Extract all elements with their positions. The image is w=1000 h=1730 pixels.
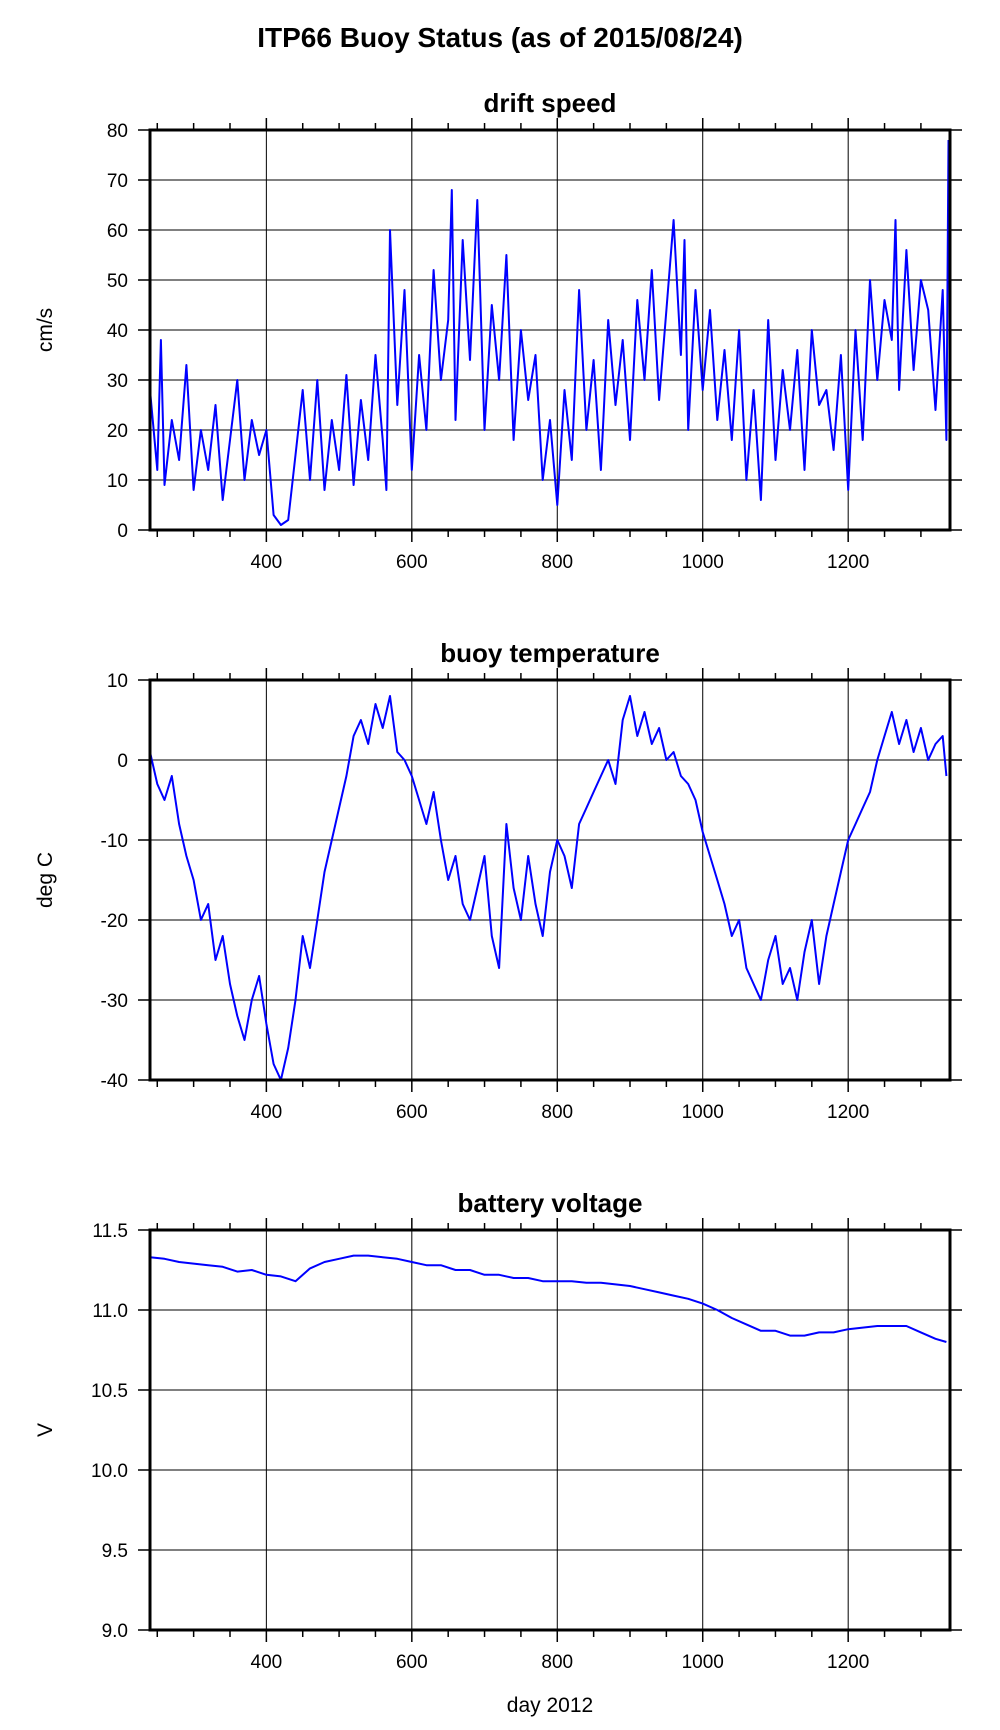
drift-speed-ytick-label: 30 <box>107 371 128 392</box>
drift-speed-ytick-label: 70 <box>107 171 128 192</box>
drift-speed-ytick-label: 0 <box>117 521 128 542</box>
drift-speed-xtick-label: 1000 <box>682 552 724 573</box>
buoy-temperature-xtick-label: 1200 <box>827 1102 869 1123</box>
drift-speed-ylabel: cm/s <box>34 308 57 352</box>
battery-voltage-ytick-label: 9.5 <box>102 1541 128 1562</box>
buoy-temperature-ytick-label: -20 <box>101 911 128 932</box>
drift-speed-ytick-label: 50 <box>107 271 128 292</box>
battery-voltage-series-line <box>149 1254 947 1343</box>
battery-voltage-ytick-label: 11.0 <box>92 1301 128 1322</box>
battery-voltage-xtick-label: 800 <box>541 1652 573 1673</box>
buoy-temperature-title: buoy temperature <box>440 638 660 668</box>
drift-speed-title: drift speed <box>484 88 617 118</box>
drift-speed-series-line <box>149 139 950 526</box>
drift-speed-xtick-label: 400 <box>251 552 283 573</box>
drift-speed-ytick-label: 20 <box>107 421 128 442</box>
buoy-temperature-xtick-label: 1000 <box>682 1102 724 1123</box>
drift-speed-ytick-label: 40 <box>107 321 128 342</box>
battery-voltage-ytick-label: 11.5 <box>92 1221 128 1242</box>
buoy-temperature-panel <box>138 668 962 1092</box>
battery-voltage-panel <box>138 1218 962 1642</box>
buoy-temperature-xtick-label: 800 <box>541 1102 573 1123</box>
battery-voltage-frame <box>148 1228 952 1632</box>
drift-speed-xtick-label: 800 <box>541 552 573 573</box>
buoy-temperature-series-line <box>149 695 948 1081</box>
buoy-temperature-ytick-label: 0 <box>117 751 128 772</box>
battery-voltage-xtick-label: 600 <box>396 1652 428 1673</box>
battery-voltage-xtick-label: 400 <box>251 1652 283 1673</box>
buoy-temperature-ytick-label: -40 <box>101 1071 128 1092</box>
buoy-temperature-ytick-label: -30 <box>101 991 128 1012</box>
drift-speed-xtick-label: 600 <box>396 552 428 573</box>
buoy-temperature-ytick-label: 10 <box>107 671 128 692</box>
battery-voltage-ylabel: V <box>34 1423 57 1437</box>
buoy-temperature-frame <box>148 678 952 1082</box>
buoy-temperature-xtick-label: 600 <box>396 1102 428 1123</box>
drift-speed-panel <box>138 118 962 542</box>
battery-voltage-xtick-label: 1000 <box>682 1652 724 1673</box>
drift-speed-xtick-label: 1200 <box>827 552 869 573</box>
x-axis-label: day 2012 <box>507 1694 593 1717</box>
buoy-temperature-xtick-label: 400 <box>251 1102 283 1123</box>
battery-voltage-ytick-label: 10.0 <box>91 1461 128 1482</box>
drift-speed-ytick-label: 80 <box>107 121 128 142</box>
battery-voltage-ytick-label: 9.0 <box>102 1621 128 1642</box>
battery-voltage-xtick-label: 1200 <box>827 1652 869 1673</box>
drift-speed-ytick-label: 10 <box>107 471 128 492</box>
battery-voltage-ytick-label: 10.5 <box>91 1381 128 1402</box>
buoy-temperature-ylabel: deg C <box>34 852 57 908</box>
figure-title: ITP66 Buoy Status (as of 2015/08/24) <box>257 22 743 53</box>
drift-speed-ytick-label: 60 <box>107 221 128 242</box>
drift-speed-frame <box>148 128 952 532</box>
buoy-temperature-ytick-label: -10 <box>101 831 128 852</box>
battery-voltage-title: battery voltage <box>458 1188 643 1218</box>
